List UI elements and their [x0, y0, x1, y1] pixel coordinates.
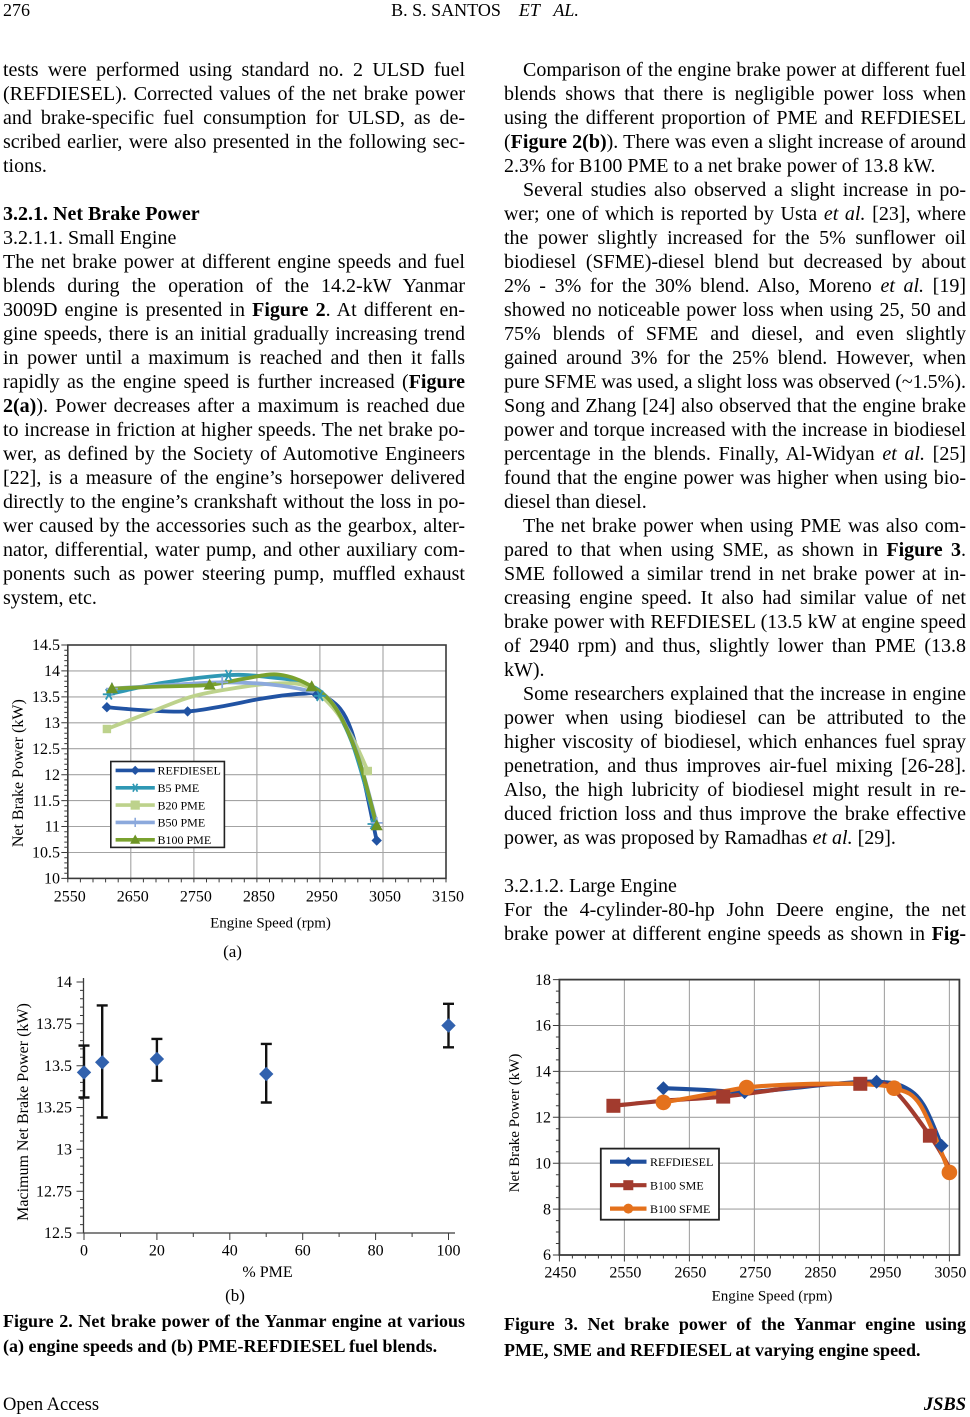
svg-text:Engine Speed (rpm): Engine Speed (rpm) [210, 916, 331, 932]
svg-text:14.5: 14.5 [32, 637, 60, 654]
svg-text:12.75: 12.75 [36, 1183, 72, 1200]
svg-text:10.5: 10.5 [32, 845, 60, 862]
svg-text:(b): (b) [225, 1286, 245, 1305]
svg-text:2450: 2450 [544, 1265, 576, 1282]
svg-text:Net Brake Power (kW): Net Brake Power (kW) [507, 1054, 523, 1193]
svg-text:13.75: 13.75 [36, 1016, 72, 1033]
svg-text:2650: 2650 [117, 889, 149, 906]
svg-text:20: 20 [149, 1243, 165, 1260]
svg-text:13.25: 13.25 [36, 1100, 72, 1117]
svg-text:16: 16 [535, 1018, 551, 1035]
svg-text:2550: 2550 [609, 1265, 641, 1282]
svg-text:100: 100 [437, 1243, 461, 1260]
svg-text:% PME: % PME [242, 1264, 292, 1281]
svg-text:11: 11 [45, 819, 60, 836]
svg-text:2950: 2950 [869, 1265, 901, 1282]
svg-text:18: 18 [535, 972, 551, 989]
svg-text:0: 0 [80, 1243, 88, 1260]
svg-text:14: 14 [535, 1064, 551, 1081]
svg-text:2850: 2850 [804, 1265, 836, 1282]
svg-text:13: 13 [56, 1142, 72, 1159]
svg-text:80: 80 [368, 1243, 384, 1260]
svg-text:REFDIESEL: REFDIESEL [650, 1155, 713, 1169]
svg-text:2850: 2850 [243, 889, 275, 906]
svg-text:13: 13 [44, 715, 60, 732]
svg-text:B50 PME: B50 PME [158, 816, 206, 830]
svg-text:2750: 2750 [739, 1265, 771, 1282]
svg-text:3050: 3050 [934, 1265, 966, 1282]
svg-text:12: 12 [44, 767, 60, 784]
svg-text:3050: 3050 [369, 889, 401, 906]
svg-text:B20 PME: B20 PME [158, 798, 206, 812]
svg-text:10: 10 [44, 871, 60, 888]
svg-text:12.5: 12.5 [32, 741, 60, 758]
svg-text:B100 PME: B100 PME [158, 833, 212, 847]
svg-text:2950: 2950 [306, 889, 338, 906]
svg-text:10: 10 [535, 1155, 551, 1172]
svg-text:Engine Speed (rpm): Engine Speed (rpm) [712, 1289, 833, 1305]
svg-text:B100 SME: B100 SME [650, 1178, 704, 1192]
svg-text:Macimum Net Brake Power (kW): Macimum Net Brake Power (kW) [15, 1003, 32, 1221]
svg-text:2750: 2750 [180, 889, 212, 906]
svg-text:40: 40 [222, 1243, 238, 1260]
svg-text:2550: 2550 [54, 889, 86, 906]
svg-text:12.5: 12.5 [44, 1225, 72, 1242]
svg-text:REFDIESEL: REFDIESEL [158, 764, 221, 778]
svg-text:13.5: 13.5 [32, 689, 60, 706]
svg-text:8: 8 [543, 1201, 551, 1218]
svg-text:14: 14 [44, 663, 60, 680]
svg-text:14: 14 [56, 974, 72, 991]
svg-text:12: 12 [535, 1110, 551, 1127]
svg-text:3150: 3150 [432, 889, 464, 906]
svg-text:2650: 2650 [674, 1265, 706, 1282]
svg-text:60: 60 [295, 1243, 311, 1260]
svg-text:11.5: 11.5 [33, 793, 60, 810]
svg-text:B5 PME: B5 PME [158, 781, 200, 795]
svg-text:(a): (a) [223, 942, 242, 961]
svg-text:B100 SFME: B100 SFME [650, 1202, 710, 1216]
svg-text:13.5: 13.5 [44, 1058, 72, 1075]
svg-text:Net Brake Power (kW): Net Brake Power (kW) [10, 699, 27, 847]
svg-text:6: 6 [543, 1247, 551, 1264]
